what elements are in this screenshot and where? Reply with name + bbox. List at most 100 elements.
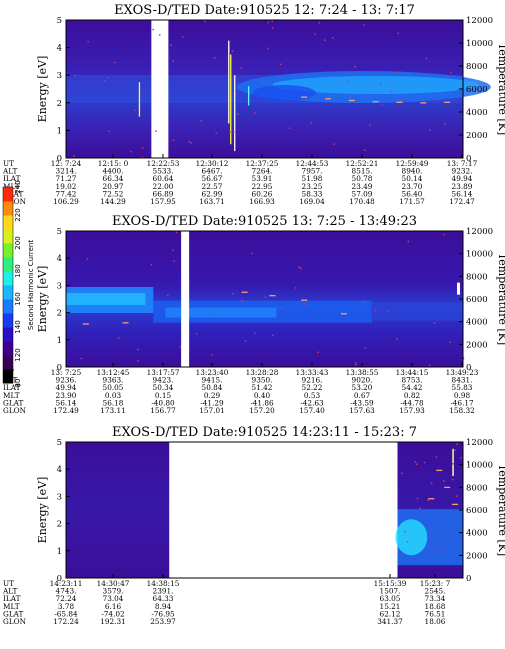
table-cell: 50.05 bbox=[103, 383, 124, 392]
y-tick-label: 5 bbox=[57, 438, 62, 448]
table-cell: 6467. bbox=[202, 167, 223, 176]
noise-pixel bbox=[114, 61, 116, 64]
table-cell: 14:23:11 bbox=[50, 579, 83, 588]
table-cell: 13:12:45 bbox=[97, 368, 130, 377]
table-cell: 173.11 bbox=[100, 406, 126, 415]
row-label: GLON bbox=[3, 406, 27, 415]
table-cell: 12:30:12 bbox=[196, 159, 229, 168]
table-cell: 8753. bbox=[402, 376, 423, 385]
row-label: ILAT bbox=[3, 594, 21, 603]
table-cell: 56.18 bbox=[103, 398, 124, 407]
table-cell: 22.00 bbox=[153, 182, 174, 191]
table-cell: 8940. bbox=[402, 167, 423, 176]
table-cell: 14:38:15 bbox=[147, 579, 180, 588]
table-cell: 9020. bbox=[352, 376, 373, 385]
row-label: GLAT bbox=[3, 609, 24, 618]
y-right-tick-label: 2000 bbox=[466, 340, 488, 350]
noise-pixel bbox=[87, 40, 89, 43]
y-right-tick-label: 8000 bbox=[466, 483, 488, 493]
y-tick-label: 0 bbox=[57, 574, 62, 584]
temperature-point bbox=[348, 99, 355, 102]
table-cell: 58.33 bbox=[302, 189, 323, 198]
noise-pixel bbox=[374, 309, 376, 312]
table-cell: 57.09 bbox=[352, 189, 373, 198]
noise-pixel bbox=[241, 300, 244, 302]
ion-band-core bbox=[395, 519, 428, 556]
table-cell: 8515. bbox=[352, 167, 373, 176]
noise-pixel bbox=[86, 258, 89, 260]
table-cell: 12: 7:24 bbox=[51, 159, 82, 168]
table-cell: 0.98 bbox=[454, 391, 471, 400]
table-cell: 9423. bbox=[153, 376, 174, 385]
table-cell: 4743. bbox=[56, 587, 77, 596]
noise-pixel bbox=[403, 530, 406, 533]
noise-pixel bbox=[137, 360, 139, 362]
y-right-axis-label: Temperature [K] bbox=[496, 253, 505, 345]
table-cell: 60.64 bbox=[153, 174, 174, 183]
table-cell: 50.14 bbox=[402, 174, 423, 183]
table-cell: 3214. bbox=[56, 167, 77, 176]
table-cell: 66.89 bbox=[153, 189, 174, 198]
noise-pixel bbox=[416, 497, 419, 500]
temperature-point bbox=[444, 101, 451, 103]
temperature-point bbox=[340, 313, 347, 315]
y-right-tick-label: 12000 bbox=[466, 227, 493, 237]
noise-pixel bbox=[407, 240, 410, 243]
table-cell: 56.67 bbox=[202, 174, 223, 183]
table-cell: 13:49:23 bbox=[446, 368, 479, 377]
ion-band-core bbox=[272, 76, 479, 94]
table-cell: 9350. bbox=[252, 376, 273, 385]
noise-pixel bbox=[213, 56, 216, 59]
colorbar-frame bbox=[2, 186, 14, 384]
ion-band-core bbox=[165, 307, 277, 318]
table-cell: 8.94 bbox=[155, 602, 172, 611]
table-cell: 12:44:53 bbox=[296, 159, 329, 168]
table-cell: -76.95 bbox=[151, 609, 175, 618]
noise-pixel bbox=[294, 287, 297, 289]
table-cell: 50.78 bbox=[352, 174, 373, 183]
colorbar-segment bbox=[3, 299, 13, 314]
table-cell: 51.42 bbox=[252, 383, 273, 392]
table-cell: 77.42 bbox=[56, 189, 77, 198]
y-right-tick-label: 12000 bbox=[466, 16, 493, 26]
noise-pixel bbox=[452, 463, 454, 465]
table-cell: 56.40 bbox=[402, 189, 423, 198]
noise-pixel bbox=[435, 456, 438, 458]
table-cell: 9236. bbox=[56, 376, 77, 385]
table-cell: 56.14 bbox=[452, 189, 473, 198]
noise-pixel bbox=[443, 549, 445, 552]
noise-pixel bbox=[190, 141, 192, 144]
noise-pixel bbox=[264, 296, 267, 298]
noise-pixel bbox=[324, 39, 326, 41]
noise-pixel bbox=[280, 307, 283, 310]
noise-pixel bbox=[386, 310, 389, 313]
y-right-tick-label: 6000 bbox=[466, 85, 488, 95]
data-block-left bbox=[66, 442, 170, 578]
temperature-point bbox=[396, 101, 403, 103]
noise-pixel bbox=[435, 547, 437, 549]
table-cell: 170.48 bbox=[349, 197, 375, 206]
noise-pixel bbox=[152, 28, 154, 31]
table-cell: -46.17 bbox=[450, 398, 474, 407]
colorbar-segment bbox=[3, 327, 13, 342]
row-label: MLT bbox=[3, 602, 20, 611]
chart-title: EXOS-D/TED Date:910525 14:23:11 - 15:23:… bbox=[112, 425, 417, 440]
y-tick-label: 1 bbox=[57, 126, 62, 136]
colorbar-segment bbox=[3, 355, 13, 370]
table-cell: 12:37:25 bbox=[246, 159, 279, 168]
table-cell: 56.14 bbox=[56, 398, 77, 407]
noise-pixel bbox=[237, 113, 239, 116]
table-cell: 6.16 bbox=[105, 602, 122, 611]
noise-pixel bbox=[172, 249, 174, 251]
noise-pixel bbox=[369, 124, 371, 126]
colorbar-label: Second Harmonic Current bbox=[27, 240, 35, 330]
noise-pixel bbox=[200, 120, 202, 122]
noise-pixel bbox=[451, 478, 454, 481]
table-cell: 0.03 bbox=[105, 391, 122, 400]
panel-1: EXOS-D/TED Date:910525 12: 7:24 - 13: 7:… bbox=[2, 3, 505, 206]
noise-pixel bbox=[454, 449, 456, 452]
row-label: MLT bbox=[3, 391, 20, 400]
table-cell: 62.12 bbox=[380, 609, 401, 618]
table-cell: 23.49 bbox=[352, 182, 373, 191]
noise-pixel bbox=[364, 347, 367, 349]
